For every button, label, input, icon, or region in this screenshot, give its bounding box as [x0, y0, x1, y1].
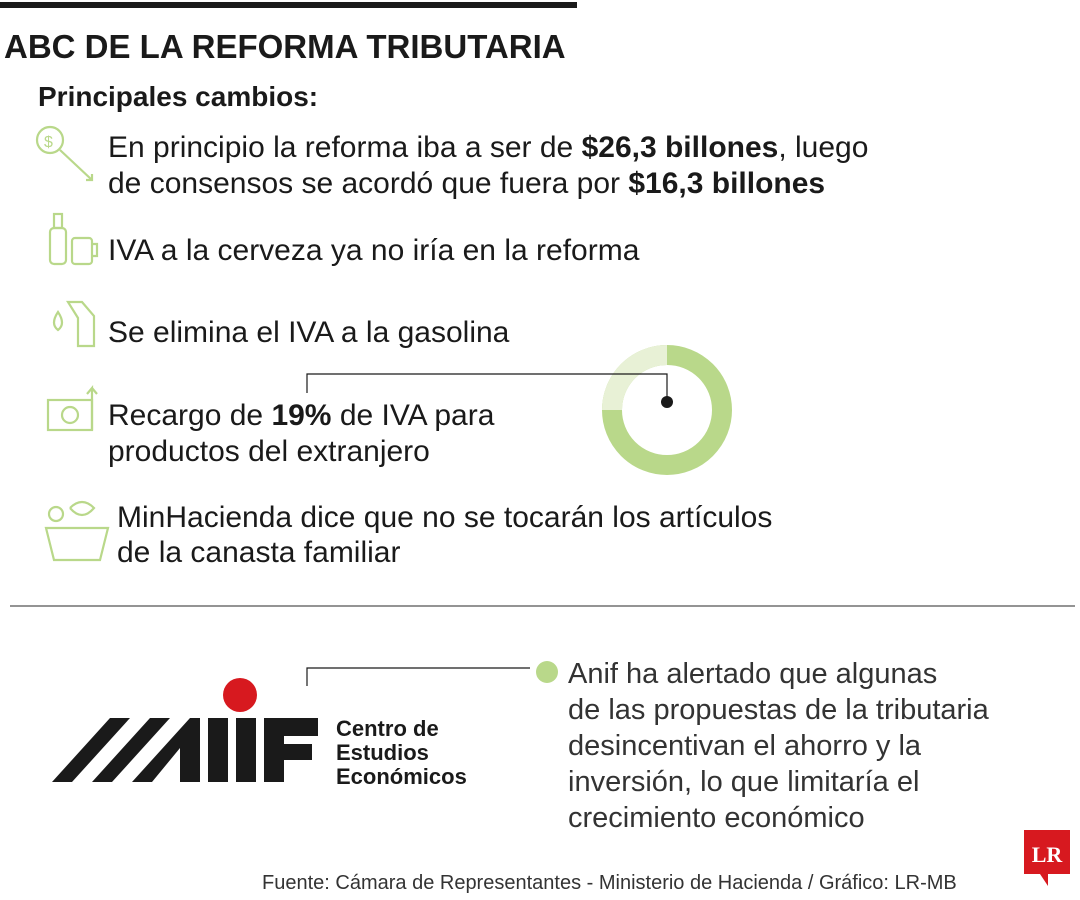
svg-text:$: $ — [44, 134, 53, 151]
top-bar — [0, 2, 577, 8]
item-bold: 19% — [271, 399, 331, 432]
donut — [306, 345, 732, 475]
anif-logo — [52, 661, 558, 782]
icons: $ — [35, 125, 110, 562]
item-line: En principio la reforma iba a ser de $26… — [108, 131, 868, 164]
item-bold: $16,3 billones — [628, 167, 825, 200]
brand-box — [1024, 830, 1070, 874]
logo-text: Económicos — [336, 764, 467, 789]
quote-line: crecimiento económico — [568, 802, 865, 834]
logo-text: Centro de — [336, 716, 439, 741]
item-text: MinHacienda dice que no se tocarán los a… — [117, 501, 772, 534]
brand: LR — [1032, 842, 1064, 867]
quote-line: desincentivan el ahorro y la — [568, 730, 922, 762]
item-line: MinHacienda dice que no se tocarán los a… — [117, 501, 772, 534]
title: ABC DE LA REFORMA TRIBUTARIA — [4, 28, 566, 65]
quote-line: de las propuestas de la tributaria — [568, 694, 990, 726]
quote-line: Anif ha alertado que algunas — [568, 658, 937, 690]
item-line: de la canasta familiar — [117, 536, 400, 569]
item-text: de consensos se acordó que fuera por — [108, 167, 628, 200]
item-line: Recargo de 19% de IVA para — [108, 399, 495, 432]
item-text: Se elimina el IVA a la gasolina — [108, 316, 510, 349]
item-text: de IVA para — [331, 399, 494, 432]
item-line: productos del extranjero — [108, 435, 430, 468]
item-line: IVA a la cerveza ya no iría en la reform… — [108, 234, 640, 267]
logo-text: Estudios — [336, 740, 429, 765]
item-text: Recargo de — [108, 399, 271, 432]
item-text: de la canasta familiar — [117, 536, 400, 569]
subtitle: Principales cambios: — [38, 81, 318, 112]
item-text: En principio la reforma iba a ser de — [108, 131, 582, 164]
item-line: de consensos se acordó que fuera por $16… — [108, 167, 825, 200]
item-text: productos del extranjero — [108, 435, 430, 468]
item-text: , luego — [778, 131, 868, 164]
item-text: IVA a la cerveza ya no iría en la reform… — [108, 234, 640, 267]
source: Fuente: Cámara de Representantes - Minis… — [262, 872, 957, 894]
item-line: Se elimina el IVA a la gasolina — [108, 316, 510, 349]
quote-line: inversión, lo que limitaría el — [568, 766, 919, 798]
item-bold: $26,3 billones — [582, 131, 779, 164]
